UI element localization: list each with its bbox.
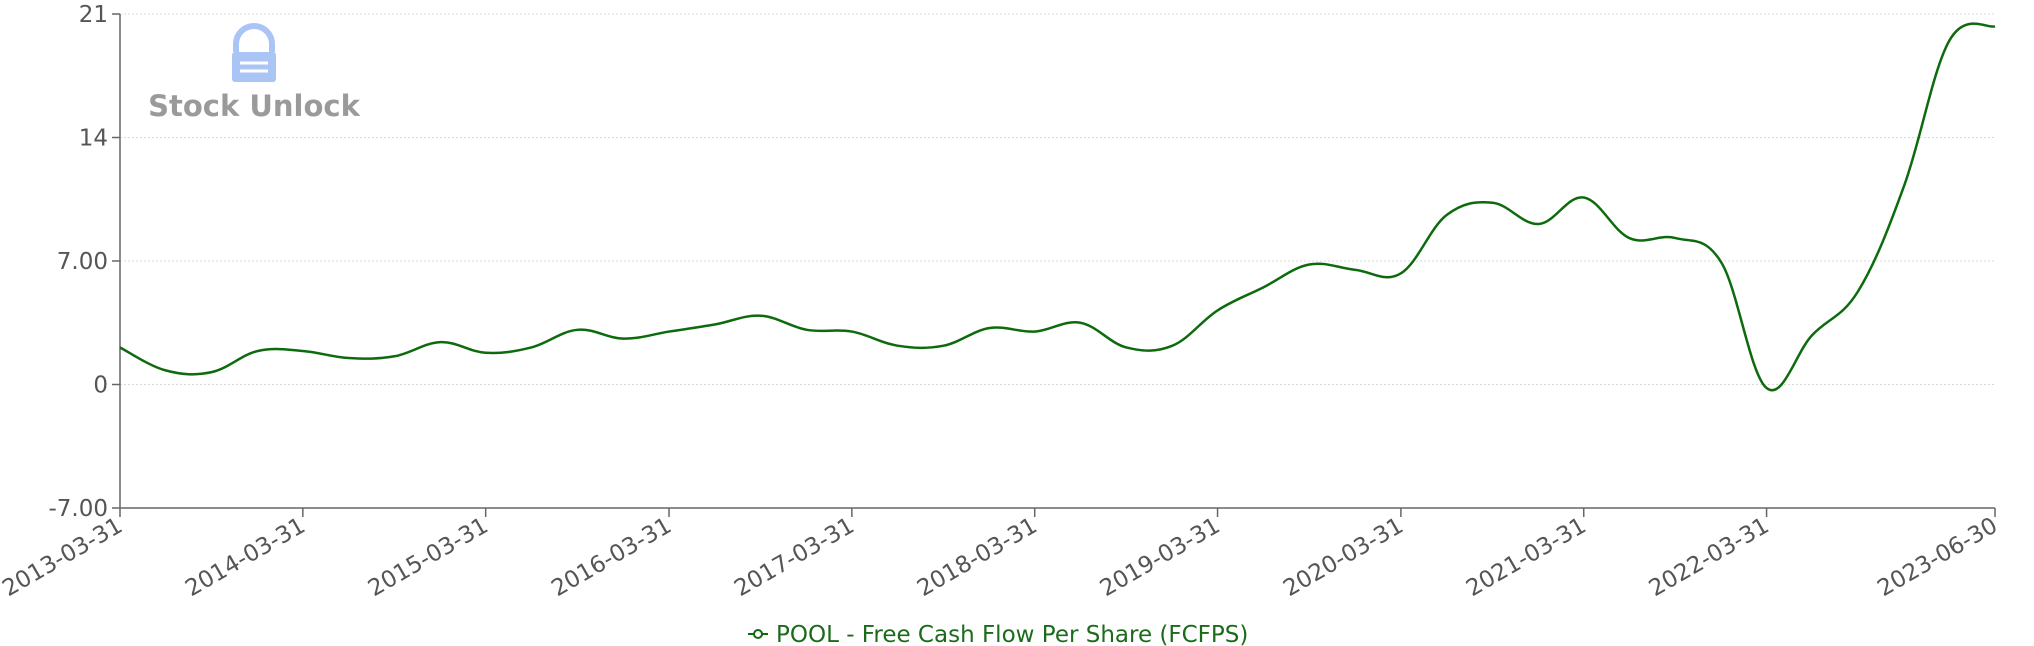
data-point[interactable] [207, 367, 217, 377]
y-tick-labels: -7.00 0 7.00 14 21 [48, 2, 120, 522]
y-tick-label: 21 [79, 2, 108, 28]
data-point[interactable] [1624, 233, 1634, 243]
y-tick-label: 7.00 [57, 249, 108, 275]
legend-label: POOL - Free Cash Flow Per Share (FCFPS) [776, 622, 1248, 646]
data-point[interactable] [1121, 342, 1131, 352]
data-point[interactable] [1350, 265, 1360, 275]
data-point[interactable] [1258, 282, 1268, 292]
legend-point-marker [753, 629, 763, 639]
data-point[interactable] [115, 342, 125, 352]
data-point[interactable] [1075, 318, 1085, 328]
watermark-logo: Stock Unlock [148, 23, 361, 123]
x-tick-label: 2022-03-31 [1645, 513, 1774, 602]
x-tick-label: 2014-03-31 [181, 513, 310, 602]
data-point[interactable] [1579, 192, 1589, 202]
data-point[interactable] [298, 346, 308, 356]
data-point[interactable] [1853, 286, 1863, 296]
data-point[interactable] [1944, 35, 1954, 45]
y-tick-label: 0 [93, 373, 108, 399]
data-point[interactable] [1167, 341, 1177, 351]
data-point[interactable] [1441, 210, 1451, 220]
x-tick-label: 2020-03-31 [1279, 513, 1408, 602]
legend[interactable]: POOL - Free Cash Flow Per Share (FCFPS) [748, 622, 1248, 646]
data-point[interactable] [710, 320, 720, 330]
data-point[interactable] [985, 323, 995, 333]
data-point[interactable] [436, 337, 446, 347]
data-point[interactable] [1304, 260, 1314, 270]
data-point[interactable] [343, 353, 353, 363]
data-point[interactable] [526, 342, 536, 352]
data-point[interactable] [847, 327, 857, 337]
y-tick-label: 14 [79, 126, 108, 152]
data-point[interactable] [1670, 233, 1680, 243]
x-tick-label: 2013-03-31 [0, 513, 127, 602]
x-tick-label: 2018-03-31 [913, 513, 1042, 602]
gridlines [120, 13, 1995, 385]
data-point[interactable] [1396, 268, 1406, 278]
data-point[interactable] [756, 311, 766, 321]
watermark-text: Stock Unlock [148, 89, 360, 123]
data-point[interactable] [1807, 330, 1817, 340]
x-tick-label: 2023-06-30 [1873, 513, 2002, 602]
data-point[interactable] [572, 325, 582, 335]
lock-icon [232, 23, 276, 82]
data-point[interactable] [664, 327, 674, 337]
data-point[interactable] [1488, 198, 1498, 208]
data-point[interactable] [481, 348, 491, 358]
data-point[interactable] [1213, 305, 1223, 315]
data-point[interactable] [253, 346, 263, 356]
x-tick-label: 2017-03-31 [730, 513, 859, 602]
data-point[interactable] [802, 325, 812, 335]
data-point[interactable] [1899, 180, 1909, 190]
x-tick-label: 2016-03-31 [547, 513, 676, 602]
data-point[interactable] [1762, 383, 1772, 393]
x-tick-label: 2019-03-31 [1096, 513, 1225, 602]
y-tick-label: -7.00 [48, 496, 108, 522]
data-point[interactable] [390, 351, 400, 361]
data-point[interactable] [1716, 258, 1726, 268]
x-tick-label: 2021-03-31 [1462, 513, 1591, 602]
data-point[interactable] [618, 334, 628, 344]
data-point[interactable] [939, 341, 949, 351]
x-tick-label: 2015-03-31 [364, 513, 493, 602]
data-point[interactable] [1990, 21, 2000, 31]
x-tick-labels: 2013-03-31 2014-03-31 2015-03-31 2016-03-31… [0, 508, 2002, 602]
data-point[interactable] [161, 365, 171, 375]
series-line-0[interactable] [119, 22, 1996, 392]
data-point[interactable] [892, 341, 902, 351]
data-point[interactable] [1534, 219, 1544, 229]
series-lines [115, 21, 2000, 393]
data-point[interactable] [1030, 327, 1040, 337]
